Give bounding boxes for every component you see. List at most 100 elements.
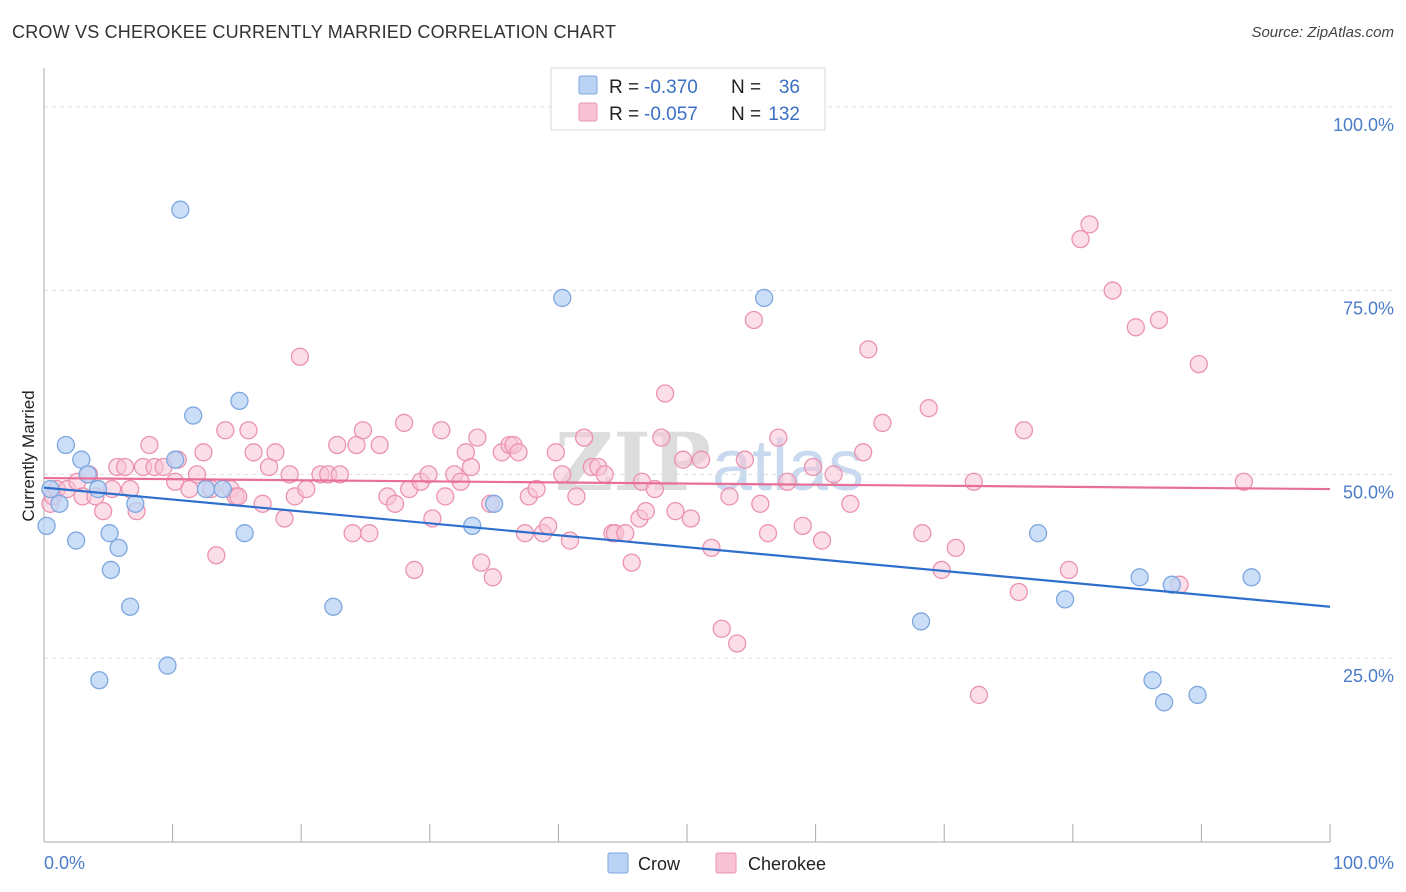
cherokee-point-119 [964,472,983,491]
cherokee-point-115 [913,524,932,543]
cherokee-point-130 [1189,354,1208,374]
cherokee-n-label: N = [731,104,761,125]
cherokee-point-63 [472,553,491,572]
cherokee-point-102 [744,310,764,330]
cherokee-point-56 [432,421,451,440]
cherokee-point-90 [645,479,664,499]
crow-point-25 [553,288,572,308]
cherokee-point-38 [297,479,316,499]
cherokee-point-125 [1080,215,1099,234]
crow-point-4 [67,531,86,550]
cherokee-point-45 [353,421,373,440]
cherokee-point-52 [405,560,424,580]
stats-legend: R = -0.370 N = 36 R = -0.057 N = 132 [550,67,826,131]
crow-point-3 [56,435,76,455]
cherokee-point-91 [652,428,671,447]
crow-point-27 [911,612,931,631]
crow-point-31 [1143,671,1162,690]
cherokee-point-69 [509,443,528,462]
cherokee-point-54 [419,465,438,484]
crow-series-label: Crow [638,854,681,874]
cherokee-point-43 [343,524,362,543]
cherokee-point-131 [1234,472,1253,491]
crow-point-8 [90,671,109,690]
cherokee-point-120 [969,685,989,705]
crow-point-7 [88,479,108,499]
cherokee-point-104 [758,524,778,543]
cherokee-point-8 [94,501,113,521]
crow-point-14 [158,656,177,675]
crow-point-10 [101,560,121,580]
cherokee-point-127 [1126,318,1145,337]
crow-point-24 [484,494,504,513]
cherokee-n-value: 132 [768,104,800,125]
cherokee-point-49 [385,494,405,513]
cherokee-point-34 [275,509,294,528]
cherokee-point-122 [1014,421,1034,440]
y-axis-label: Currently Married [19,390,38,521]
cherokee-point-76 [553,465,572,484]
crow-point-29 [1055,590,1075,609]
x-tick-label-max: 100.0% [1333,853,1394,873]
y-tick-labels: 100.0% 75.0% 50.0% 25.0% [1333,115,1394,686]
cherokee-point-106 [778,472,797,491]
cherokee-point-74 [538,516,558,535]
crow-r-value: -0.370 [644,77,698,98]
cherokee-point-72 [527,479,546,499]
crow-point-6 [78,465,97,484]
crow-point-20 [230,391,249,411]
source-credit: Source: ZipAtlas.com [1251,24,1394,41]
cherokee-point-24 [207,546,226,565]
cherokee-point-33 [266,443,285,462]
cherokee-point-31 [253,494,272,513]
crow-point-16 [171,200,190,219]
crow-point-15 [166,450,185,469]
cherokee-point-89 [636,501,655,521]
cherokee-point-61 [461,457,481,477]
cherokee-point-124 [1071,229,1090,249]
crow-legend-swatch [578,75,598,95]
crow-point-21 [235,524,254,543]
cherokee-point-110 [824,465,843,484]
cherokee-point-105 [769,428,788,447]
cherokee-point-101 [735,450,755,469]
crow-n-value: 36 [779,77,800,98]
cherokee-point-103 [751,494,770,513]
crow-point-30 [1130,568,1149,587]
cherokee-legend-swatch [578,102,598,122]
cherokee-point-15 [140,435,159,455]
crow-point-9 [100,524,119,543]
crow-points [37,200,1261,712]
crow-n-label: N = [731,77,761,98]
crow-point-26 [755,288,774,308]
chart-title: CROW VS CHEROKEE CURRENTLY MARRIED CORRE… [12,22,617,42]
crow-point-19 [213,479,232,499]
cherokee-point-108 [803,457,823,477]
cherokee-point-22 [194,443,213,462]
y-tick-label-75: 75.0% [1343,299,1394,319]
cherokee-point-94 [673,450,693,469]
cherokee-point-118 [946,538,965,558]
y-tick-label-50: 50.0% [1343,482,1394,502]
cherokee-point-78 [567,487,586,506]
cherokee-point-116 [919,399,938,418]
cherokee-point-47 [370,435,389,455]
crow-series-swatch [607,852,629,874]
crow-point-18 [196,479,216,499]
cherokee-point-111 [841,494,860,513]
cherokee-point-77 [560,531,580,550]
cherokee-point-37 [290,347,310,366]
crow-point-22 [324,597,343,616]
crow-point-2 [50,494,69,513]
crow-point-13 [126,494,145,513]
cherokee-point-46 [360,524,379,543]
crow-point-17 [184,406,203,425]
x-tick-label-min: 0.0% [44,853,85,873]
crow-point-34 [1188,685,1207,705]
cherokee-point-113 [859,340,878,359]
y-tick-label-25: 25.0% [1343,666,1394,686]
cherokee-point-50 [394,413,414,433]
cherokee-point-99 [720,487,739,506]
cherokee-point-128 [1149,310,1169,330]
